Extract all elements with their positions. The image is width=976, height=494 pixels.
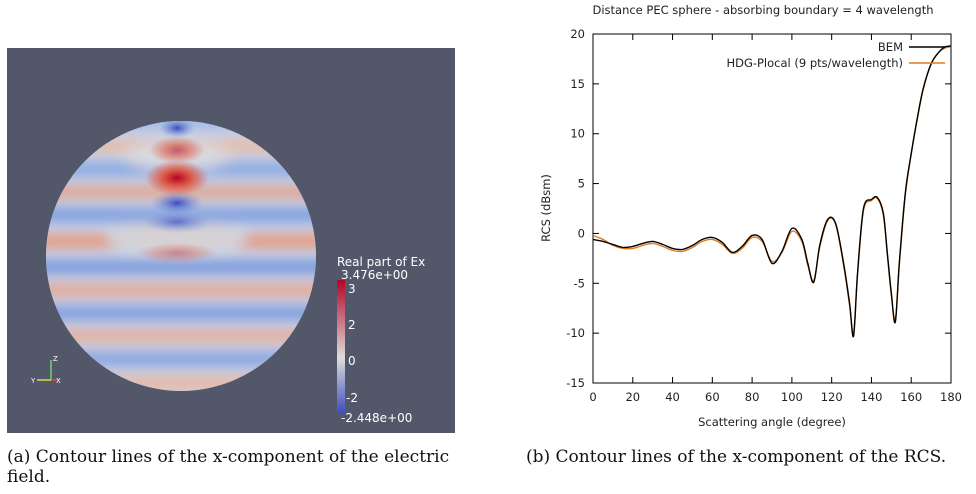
y-tick-label: 15 — [570, 77, 585, 91]
chart-legend: BEM HDG-Plocal (9 pts/wavelength) — [726, 40, 945, 70]
x-tick-label: 100 — [781, 390, 803, 404]
field-visualization-panel: Z Y X Real part of Ex 3.476e+00 3 2 0 -2… — [7, 48, 455, 433]
legend-label: BEM — [878, 40, 903, 54]
colorbar-tick-label: 3 — [348, 282, 356, 296]
y-tick-label: 10 — [570, 127, 585, 141]
x-tick-label: 160 — [900, 390, 922, 404]
colorbar-tick-label: 2 — [348, 318, 356, 332]
colorbar-max-label: 3.476e+00 — [341, 268, 408, 282]
series-line — [592, 45, 952, 338]
x-tick-label: 40 — [665, 390, 680, 404]
x-tick-label: 140 — [860, 390, 882, 404]
y-tick-label: 0 — [578, 226, 585, 240]
x-tick-label: 180 — [940, 390, 962, 404]
y-tick-label: 20 — [570, 27, 585, 41]
y-tick-label: -5 — [574, 276, 585, 290]
x-tick-label: 20 — [625, 390, 640, 404]
x-tick-label: 80 — [745, 390, 760, 404]
rcs-chart-panel: Distance PEC sphere - absorbing boundary… — [520, 0, 976, 440]
plot-frame — [592, 33, 952, 384]
y-axis: -15 -10 -5 0 5 10 15 20 — [566, 27, 951, 390]
y-tick-label: -15 — [566, 376, 585, 390]
rcs-chart: Distance PEC sphere - absorbing boundary… — [539, 3, 962, 429]
sphere-field — [46, 121, 316, 391]
y-tick-label: -10 — [566, 326, 585, 340]
colorbar-title: Real part of Ex — [337, 255, 425, 269]
axis-z-label: Z — [53, 355, 58, 363]
x-tick-label: 60 — [705, 390, 720, 404]
legend-label: HDG-Plocal (9 pts/wavelength) — [726, 56, 903, 70]
colorbar-tick-label: -2 — [346, 391, 358, 405]
chart-title: Distance PEC sphere - absorbing boundary… — [592, 3, 933, 17]
x-axis: 0 20 40 60 80 100 120 140 160 180 — [589, 34, 962, 404]
axes-triad: Z Y X — [30, 355, 61, 385]
x-tick-label: 0 — [589, 390, 596, 404]
field-visualization: Z Y X Real part of Ex 3.476e+00 3 2 0 -2… — [30, 121, 425, 425]
y-axis-label: RCS (dBsm) — [539, 174, 553, 242]
colorbar-min-label: -2.448e+00 — [341, 411, 412, 425]
colorbar: Real part of Ex 3.476e+00 3 2 0 -2 -2.44… — [337, 255, 425, 425]
colorbar-gradient — [337, 280, 345, 414]
x-axis-label: Scattering angle (degree) — [698, 415, 846, 429]
figure-b-caption: (b) Contour lines of the x-component of … — [526, 447, 947, 467]
colorbar-tick-label: 0 — [348, 354, 356, 368]
y-tick-label: 5 — [578, 177, 585, 191]
figure-a-caption: (a) Contour lines of the x-component of … — [7, 447, 450, 487]
x-tick-label: 120 — [821, 390, 843, 404]
axis-x-label: X — [56, 377, 61, 385]
axis-y-label: Y — [30, 377, 36, 385]
series-lines — [592, 45, 952, 338]
